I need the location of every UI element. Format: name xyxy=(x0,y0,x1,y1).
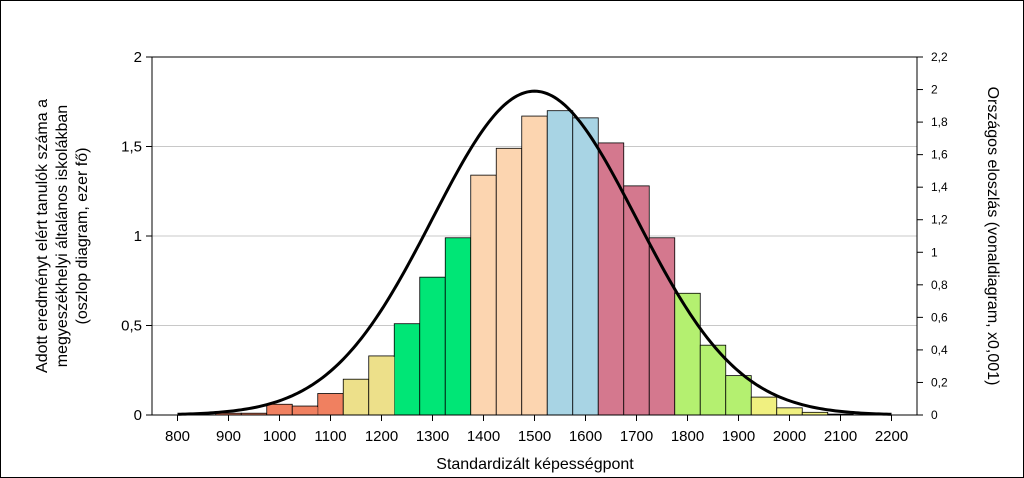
y-right-tick-label: 0 xyxy=(931,408,938,422)
distribution-curve xyxy=(177,89,892,416)
y-left-tick-label: 0 xyxy=(134,407,142,424)
distribution-line xyxy=(177,89,892,416)
bar xyxy=(546,110,574,416)
bar xyxy=(776,407,803,416)
x-tick-label: 1700 xyxy=(620,428,653,445)
y-right-tick-label: 1 xyxy=(931,245,938,259)
x-tick-label: 2000 xyxy=(773,428,806,445)
bar-accent xyxy=(310,407,318,415)
x-tick-label: 1400 xyxy=(467,428,500,445)
y-axis-left-title-line3: (oszlop diagram, ezer fő) xyxy=(74,148,91,325)
y-right-tick-label: 1,4 xyxy=(931,180,948,194)
y-right-tick-label: 2 xyxy=(931,83,938,97)
bar xyxy=(317,393,344,416)
x-tick-label: 1300 xyxy=(416,428,449,445)
x-axis: 800 900 1000 1100 1200 1300 1400 1500 1600 1700 18… xyxy=(165,415,908,445)
y-right-tick-label: 1,8 xyxy=(931,115,948,129)
bar xyxy=(342,378,370,416)
y-axis-left-title-line2: megyeszékhelyi általános iskolákban xyxy=(54,105,71,367)
y-right-tick-label: 0,6 xyxy=(931,310,948,324)
bar xyxy=(470,174,497,416)
x-tick-label: 2100 xyxy=(824,428,857,445)
bar xyxy=(725,375,752,416)
bar xyxy=(266,403,293,416)
x-tick-label: 900 xyxy=(216,428,241,445)
x-tick-label: 1500 xyxy=(518,428,551,445)
bar xyxy=(495,147,523,416)
x-tick-label: 2200 xyxy=(875,428,908,445)
bar-series xyxy=(215,110,854,416)
bar-accents xyxy=(310,143,693,415)
y-right-tick-label: 1,2 xyxy=(931,213,948,227)
y-axis-right-title: Országos eloszlás (vonaldiagram, x0,001) xyxy=(984,87,1001,386)
y-left-tick-label: 1 xyxy=(134,228,142,245)
bar xyxy=(572,117,599,416)
bar xyxy=(750,396,778,416)
y-right-tick-label: 0,2 xyxy=(931,375,948,389)
x-axis-title: Standardizált képességpont xyxy=(436,456,634,473)
y-right-tick-label: 0,8 xyxy=(931,278,948,292)
x-tick-label: 1900 xyxy=(722,428,755,445)
bar xyxy=(521,115,548,416)
y-axis-right: 0 0,2 0,4 0,6 0,8 1 1,2 1,4 1,6 1,8 2 2,2 xyxy=(917,50,948,422)
x-tick-label: 1600 xyxy=(569,428,602,445)
bar xyxy=(393,323,421,416)
y-right-tick-label: 2,2 xyxy=(931,50,948,64)
bar xyxy=(419,276,446,416)
y-left-tick-label: 0,5 xyxy=(121,318,142,335)
y-axis-left-title-line1: Adott eredményt elért tanulók száma a xyxy=(34,99,51,373)
x-tick-label: 1200 xyxy=(365,428,398,445)
bar-accent xyxy=(684,294,693,415)
bar-accent xyxy=(386,356,395,415)
x-tick-label: 800 xyxy=(165,428,190,445)
y-left-tick-label: 2 xyxy=(134,49,142,66)
y-right-tick-label: 0,4 xyxy=(931,343,948,357)
bar-accent xyxy=(603,143,611,415)
y-axis-left: 0 0,5 1 1,5 2 xyxy=(121,49,152,424)
y-right-tick-label: 1,6 xyxy=(931,148,948,162)
x-tick-label: 1800 xyxy=(671,428,704,445)
x-tick-label: 1100 xyxy=(314,428,346,445)
bar xyxy=(444,237,472,416)
y-left-tick-label: 1,5 xyxy=(121,139,142,156)
x-tick-label: 1000 xyxy=(263,428,296,445)
